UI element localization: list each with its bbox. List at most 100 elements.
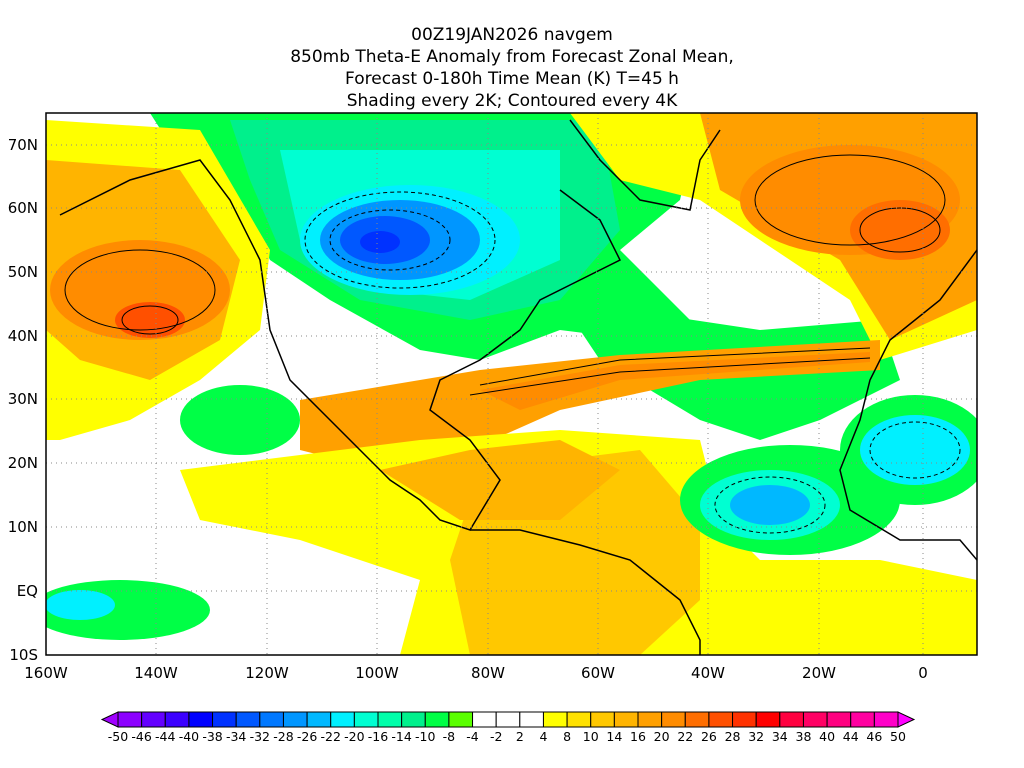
title-line-1: 00Z19JAN2026 navgem (411, 25, 613, 45)
coastline-north-america (59, 159, 622, 531)
colorbar-label: 16 (630, 729, 646, 744)
lat-label: 30N (8, 390, 38, 408)
field-deepblue (360, 231, 400, 253)
coastline-greenland (569, 119, 721, 211)
colorbar-swatch (353, 711, 379, 728)
colorbar: -50 -46 -44 -40 -38 -34 -32 -28 -26 -22 -20 -16 -14-… (100, 711, 916, 744)
lat-label: EQ (17, 582, 38, 600)
colorbar-label: -22 (321, 729, 341, 744)
colorbar-swatch (330, 711, 355, 728)
colorbar-swatch (826, 711, 852, 728)
colorbar-swatch (188, 711, 214, 728)
colorbar-label: 26 (701, 729, 717, 744)
colorbar-label: 50 (890, 729, 906, 744)
colorbar-high-extend (897, 711, 916, 728)
colorbar-swatch (448, 711, 474, 728)
colorbar-label: 40 (819, 729, 835, 744)
colorbar-swatch (259, 711, 284, 728)
field-darkorange-band (480, 352, 870, 410)
coastline-africa-europe (839, 249, 977, 561)
colorbar-swatch (282, 711, 308, 728)
lat-label: 70N (8, 136, 38, 154)
field-red-europe (850, 200, 950, 260)
lon-label: 120W (245, 664, 289, 682)
field-lightblue-tropical-atlantic (730, 485, 810, 525)
longitude-labels: 160W 140W 120W 100W 80W 60W 40W 20W 0 (24, 664, 928, 682)
colorbar-swatch (117, 711, 143, 728)
colorbar-label: -28 (273, 729, 293, 744)
colorbar-label: -32 (250, 729, 270, 744)
colorbar-label: -26 (297, 729, 317, 744)
positive-contours (64, 154, 946, 396)
lat-label: 60N (8, 199, 38, 217)
lon-label: 0 (918, 664, 928, 682)
lon-label: 60W (581, 664, 615, 682)
lat-label: 10N (8, 518, 38, 536)
colorbar-swatch (755, 711, 781, 728)
colorbar-label: 22 (677, 729, 693, 744)
colorbar-label: -46 (131, 729, 151, 744)
colorbar-swatch (519, 711, 544, 728)
shaded-field (46, 113, 977, 655)
colorbar-label: 32 (748, 729, 764, 744)
colorbar-label: 2 (516, 729, 524, 744)
colorbar-label: -2 (490, 729, 502, 744)
lat-label: 10S (9, 646, 38, 664)
lon-label: 160W (24, 664, 68, 682)
lon-label: 100W (355, 664, 399, 682)
colorbar-label: -34 (226, 729, 246, 744)
colorbar-swatch (684, 711, 710, 728)
colorbar-label: 34 (772, 729, 788, 744)
colorbar-swatch (495, 711, 521, 728)
colorbar-swatch (708, 711, 734, 728)
colorbar-swatch (306, 711, 332, 728)
colorbar-label: 14 (606, 729, 622, 744)
lon-label: 140W (134, 664, 178, 682)
title-line-4: Shading every 2K; Contoured every 4K (346, 91, 678, 111)
colorbar-label: 46 (866, 729, 882, 744)
colorbar-label: -20 (344, 729, 364, 744)
colorbar-swatch (661, 711, 686, 728)
plot-frame (45, 112, 978, 656)
colorbar-label: -4 (466, 729, 479, 744)
colorbar-label: -14 (391, 729, 411, 744)
colorbar-swatch (401, 711, 426, 728)
colorbar-label: -40 (179, 729, 199, 744)
colorbar-swatch (472, 711, 497, 728)
lon-label: 20W (802, 664, 836, 682)
title-line-2: 850mb Theta-E Anomaly from Forecast Zona… (290, 47, 734, 67)
colorbar-label: -8 (443, 729, 456, 744)
colorbar-low-extend (100, 711, 119, 728)
latitude-labels: 70N 60N 50N 40N 30N 20N 10N EQ 10S (8, 136, 38, 664)
colorbar-label: -16 (368, 729, 388, 744)
colorbar-label: 20 (654, 729, 670, 744)
field-cyan-africa (860, 415, 970, 485)
colorbar-swatch (850, 711, 875, 728)
field-green-pacific-sub (180, 385, 300, 455)
colorbar-swatch (637, 711, 663, 728)
lat-label: 50N (8, 263, 38, 281)
title-line-3: Forecast 0-180h Time Mean (K) T=45 h (345, 69, 679, 89)
colorbar-swatch (732, 711, 757, 728)
lat-label: 40N (8, 327, 38, 345)
colorbar-label: 44 (843, 729, 859, 744)
colorbar-label: 28 (725, 729, 741, 744)
colorbar-label: 38 (796, 729, 812, 744)
coastline-south-america (470, 529, 701, 655)
colorbar-swatch (377, 711, 403, 728)
colorbar-swatch (164, 711, 190, 728)
colorbar-swatch (873, 711, 899, 728)
colorbar-label: -10 (415, 729, 435, 744)
colorbar-label: -50 (108, 729, 128, 744)
lon-label: 80W (471, 664, 505, 682)
colorbar-swatch (212, 711, 237, 728)
colorbar-swatch (424, 711, 450, 728)
colorbar-label: 10 (583, 729, 599, 744)
field-cyan-eq-pacific (46, 590, 115, 620)
colorbar-swatch (779, 711, 804, 728)
colorbar-label: -38 (202, 729, 222, 744)
colorbar-label: 4 (539, 729, 547, 744)
field-orange-band (300, 340, 880, 470)
colorbar-swatch (590, 711, 615, 728)
colorbar-swatch (542, 711, 568, 728)
